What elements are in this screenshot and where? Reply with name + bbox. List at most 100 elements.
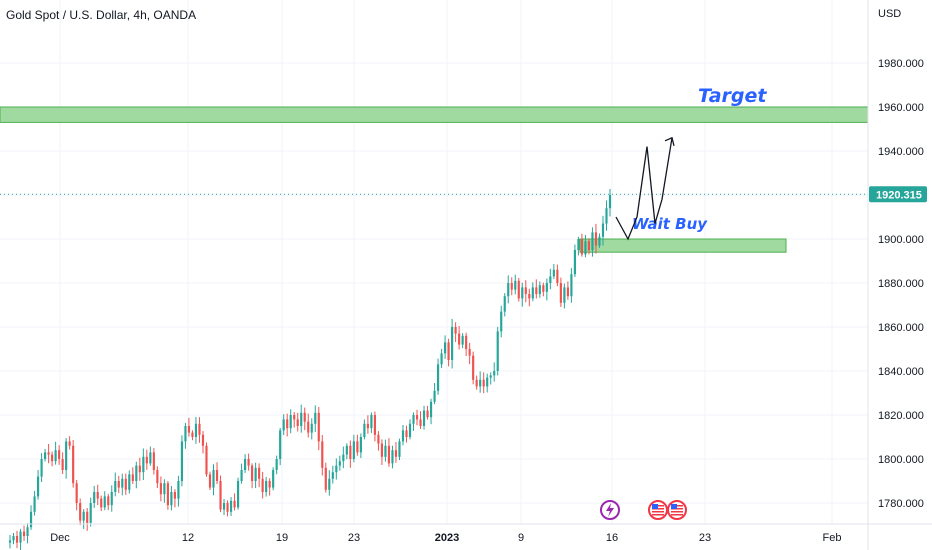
candle (454, 322, 457, 343)
us-flag-circle (648, 500, 668, 520)
candle-body (156, 470, 159, 484)
candle (528, 288, 531, 307)
candle-body (251, 465, 254, 481)
candle-body (335, 465, 338, 473)
candle-body (321, 441, 324, 468)
candle (82, 509, 85, 529)
candle-body (454, 327, 457, 334)
candle (33, 490, 36, 516)
price-axis[interactable]: 1780.000 1800.000 1820.000 1840.000 1860.000… (867, 0, 927, 550)
candle-body (229, 500, 233, 512)
candle (114, 472, 117, 497)
candle-body (170, 492, 173, 506)
candle (370, 412, 373, 433)
us-flag-event-icon[interactable] (667, 500, 687, 520)
candle-body (598, 236, 601, 246)
candle (314, 405, 317, 433)
time-tick-label: 9 (518, 532, 524, 544)
candle-body (247, 459, 250, 466)
candle-body (26, 527, 29, 536)
candle-body (328, 478, 331, 490)
candle (563, 283, 566, 309)
candle-body (524, 287, 527, 294)
candle (131, 467, 134, 485)
candle (233, 493, 236, 511)
candle-body (324, 467, 327, 490)
candle (229, 497, 233, 516)
candle-body (373, 415, 376, 435)
candle (107, 493, 110, 511)
candle (79, 498, 82, 526)
wait-buy-zone (579, 238, 787, 253)
candle-body (594, 232, 598, 246)
candle (96, 484, 99, 506)
candle-body (265, 481, 268, 492)
candle (198, 417, 201, 443)
candle-body (377, 434, 380, 444)
candle-body (33, 496, 36, 512)
candle-body (268, 481, 271, 488)
candle (405, 425, 408, 443)
candle (486, 373, 489, 393)
candle-body (44, 452, 47, 459)
candle (317, 407, 320, 451)
candle (184, 422, 187, 449)
candle-body (233, 500, 236, 508)
time-axis[interactable]: Dec 12 19 23 2023 9 16 23 Feb (0, 523, 932, 544)
candle-body (493, 371, 496, 376)
candle-body (198, 423, 201, 435)
candle (419, 411, 422, 429)
candle (135, 461, 138, 489)
candle (254, 462, 257, 489)
candle (559, 277, 562, 308)
candle-body (86, 511, 89, 523)
time-tick-label: 2023 (435, 532, 459, 544)
candle-body (517, 280, 520, 299)
candle-body (110, 492, 113, 506)
candle (166, 480, 169, 510)
last-price-value: 1920.315 (876, 189, 922, 201)
candle-body (82, 511, 85, 521)
candle (128, 470, 131, 494)
us-flag-event-icon[interactable] (648, 500, 668, 520)
candle (58, 445, 61, 465)
candle (265, 477, 268, 497)
candle-body (149, 452, 152, 464)
candle-body (131, 474, 134, 481)
candle (310, 418, 313, 440)
candle (170, 485, 173, 511)
candle-body (282, 419, 285, 431)
candle-body (184, 426, 187, 442)
candle (222, 498, 226, 516)
lightning-event-icon[interactable] (600, 500, 620, 520)
candle (93, 485, 96, 508)
candle (22, 525, 26, 541)
candle (194, 416, 198, 444)
candle (240, 463, 243, 484)
candle-body (173, 492, 176, 499)
candle-body (401, 430, 405, 442)
candle-body (580, 239, 584, 255)
candle-body (587, 241, 591, 250)
candle-body (201, 434, 205, 446)
time-tick-label: 19 (276, 532, 288, 544)
candle-body (384, 445, 387, 457)
candle-body (545, 283, 548, 292)
candle (180, 435, 184, 487)
candle (275, 455, 278, 475)
candle-body (219, 481, 222, 510)
candle-body (244, 459, 247, 470)
candle (296, 412, 299, 432)
candle-body (145, 456, 148, 464)
candle-body (356, 441, 359, 453)
candle (75, 479, 78, 511)
candle (68, 436, 71, 450)
candle-body (391, 450, 394, 464)
candle-body (556, 269, 559, 283)
candle (359, 433, 362, 459)
candle-body (159, 483, 162, 495)
candle (29, 505, 33, 530)
candle-body (121, 478, 124, 488)
